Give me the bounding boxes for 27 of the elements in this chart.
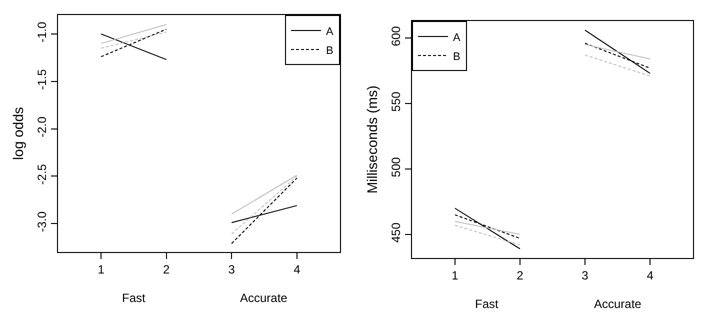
x-tick-label: 1 (452, 268, 459, 282)
y-tick-label: 450 (389, 222, 404, 243)
legend-label: B (453, 50, 460, 63)
x-tick-label: 2 (163, 262, 170, 276)
y-tick-label: -1.5 (35, 68, 50, 90)
y-tick-label: 600 (389, 26, 404, 46)
text: Fast (475, 297, 500, 311)
x-tick-label: 4 (646, 268, 654, 282)
legend-label: A (453, 32, 461, 44)
y-axis-title: log odds (10, 107, 26, 160)
x-tick-label: 1 (98, 262, 105, 276)
x-tick-label: 2 (516, 268, 524, 282)
y-tick-label: 500 (389, 156, 404, 178)
x-tick-label: 4 (294, 262, 301, 276)
text: Accurate (240, 291, 288, 305)
x-tick-label: 3 (582, 268, 589, 282)
text: Fast (122, 291, 146, 305)
y-tick-label: -2.0 (35, 116, 50, 138)
text: Accurate (594, 297, 642, 311)
x-tick-label: 3 (228, 262, 236, 276)
y-axis-title: Milliseconds (ms) (364, 85, 380, 194)
legend-label: B (326, 44, 334, 57)
legend-label: A (326, 26, 334, 38)
y-tick-label: -2.5 (35, 164, 50, 185)
y-tick-label: 550 (389, 91, 404, 112)
y-tick-label: -1.0 (35, 22, 50, 43)
y-tick-label: -3.0 (35, 211, 50, 232)
